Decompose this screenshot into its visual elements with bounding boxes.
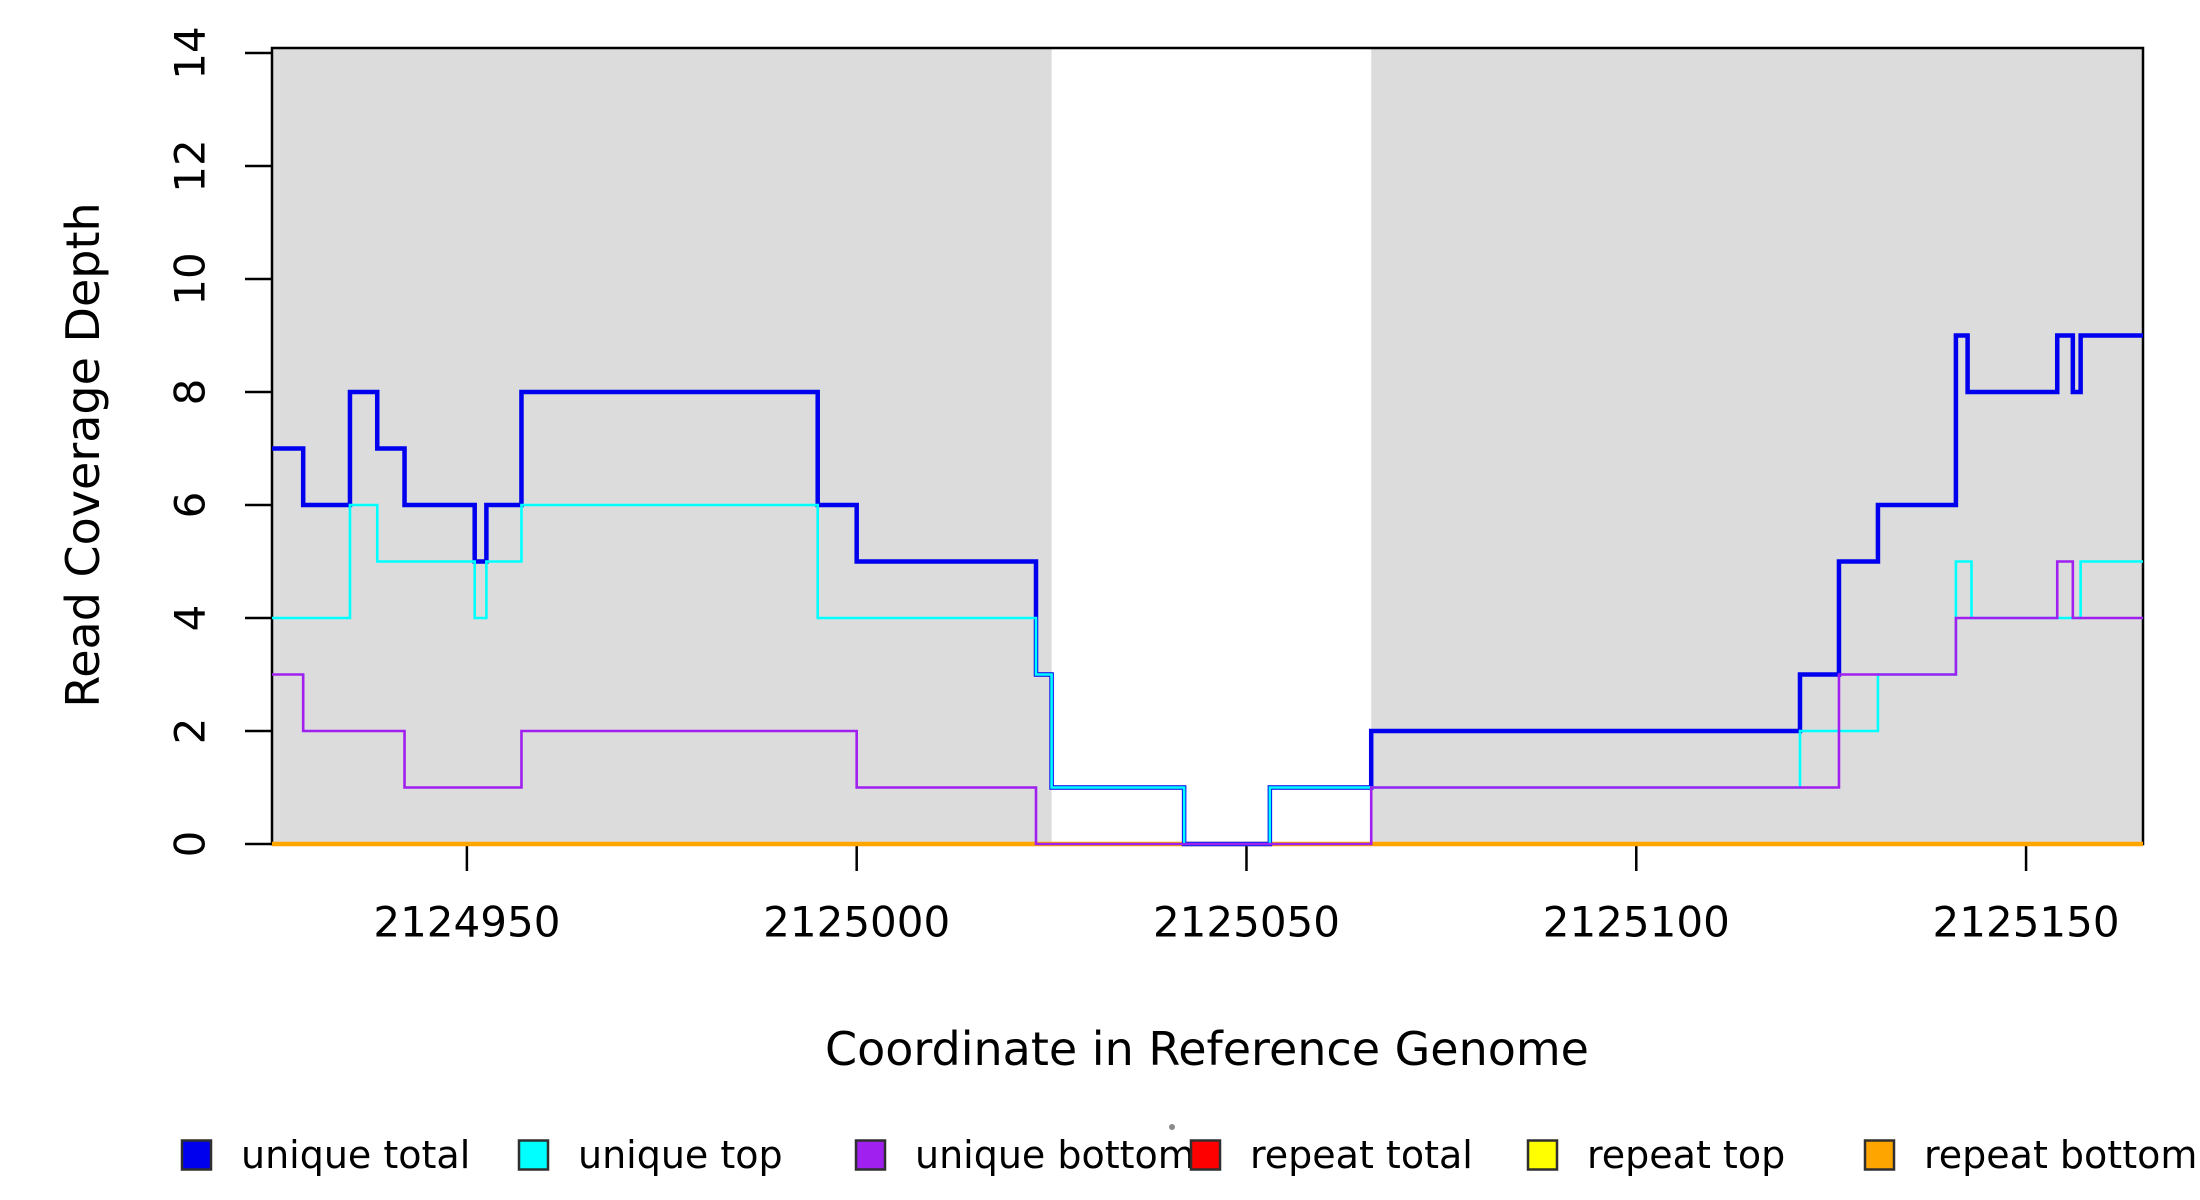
- y-tick-label-7: 14: [166, 26, 215, 79]
- x-tick-label-2: 2125050: [1153, 898, 1340, 947]
- y-tick-label-5: 10: [166, 252, 215, 305]
- y-axis-title: Read Coverage Depth: [56, 202, 110, 708]
- y-tick-label-2: 4: [166, 605, 215, 632]
- stray-dot: [1169, 1124, 1175, 1130]
- series-line-unique-bottom: [272, 560, 2143, 846]
- legend-label-unique-total: unique total: [241, 1133, 470, 1177]
- y-tick-label-0: 0: [166, 831, 215, 858]
- x-tick-label-4: 2125150: [1933, 898, 2120, 947]
- legend-label-repeat-total: repeat total: [1250, 1133, 1473, 1177]
- x-tick-label-0: 2124950: [373, 898, 560, 947]
- legend-label-unique-top: unique top: [578, 1133, 783, 1177]
- y-tick-label-6: 12: [166, 139, 215, 192]
- x-axis-title: Coordinate in Reference Genome: [825, 1022, 1589, 1076]
- x-tick-label-3: 2125100: [1543, 898, 1730, 947]
- legend-swatch-repeat-total: [1189, 1139, 1222, 1171]
- legend-label-repeat-bottom: repeat bottom: [1924, 1133, 2197, 1177]
- y-tick-label-3: 6: [166, 492, 215, 519]
- legend-swatch-unique-total: [180, 1139, 213, 1171]
- y-tick-label-1: 2: [166, 718, 215, 745]
- legend-label-unique-bottom: unique bottom: [915, 1133, 1195, 1177]
- series-line-unique-top: [272, 503, 2143, 846]
- shaded-region-0: [272, 48, 1052, 844]
- legend-label-repeat-top: repeat top: [1587, 1133, 1785, 1177]
- legend-swatch-repeat-bottom: [1863, 1139, 1896, 1171]
- y-tick-label-4: 8: [166, 379, 215, 406]
- legend-swatch-unique-top: [517, 1139, 550, 1171]
- shaded-region-1: [1371, 48, 2143, 844]
- legend-swatch-unique-bottom: [854, 1139, 887, 1171]
- legend-swatch-repeat-top: [1526, 1139, 1559, 1171]
- x-tick-label-1: 2125000: [763, 898, 950, 947]
